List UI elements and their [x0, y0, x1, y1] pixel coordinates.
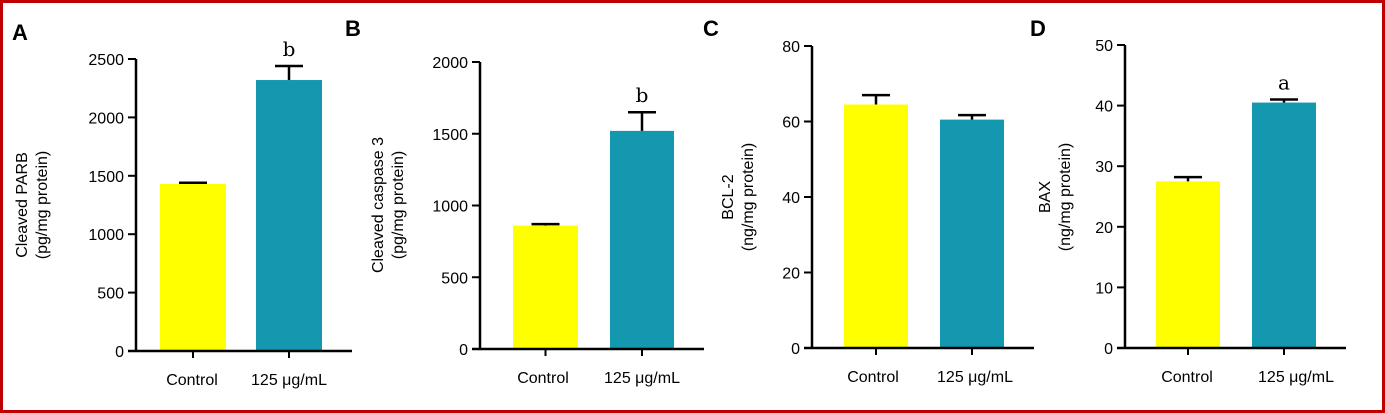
- bar-treated: [256, 80, 322, 352]
- x-tick-label: 125 μg/mL: [251, 372, 327, 389]
- x-tick-label: 125 μg/mL: [937, 369, 1013, 386]
- y-axis-label-line: (pg/mg protein): [390, 151, 407, 260]
- y-tick-label: 500: [97, 286, 124, 303]
- panel-letter-B: B: [345, 16, 361, 41]
- y-tick-label: 50: [1095, 38, 1113, 55]
- bar-treated: [1252, 102, 1316, 348]
- y-tick-label: 1000: [88, 227, 124, 244]
- y-tick-label: 0: [1104, 341, 1113, 358]
- y-axis-label-line: Cleaved caspase 3: [370, 137, 387, 273]
- y-tick-label: 500: [441, 270, 468, 287]
- significance-label: b: [636, 83, 649, 107]
- y-axis-label-line: (ng/mg protein): [1057, 143, 1074, 252]
- y-tick-label: 2000: [432, 55, 468, 72]
- bar-treated: [610, 130, 674, 349]
- panel-letter-C: C: [703, 16, 719, 41]
- y-axis-label-line: (pg/mg protein): [34, 151, 51, 260]
- panel-letter-D: D: [1030, 16, 1046, 41]
- y-tick-label: 0: [791, 341, 800, 358]
- bar-control: [160, 183, 226, 351]
- y-axis-label-line: BAX: [1037, 181, 1054, 213]
- y-tick-label: 1000: [432, 199, 468, 216]
- bar-treated: [940, 119, 1004, 348]
- y-axis-label-line: (ng/mg protein): [740, 143, 757, 252]
- y-tick-label: 2500: [88, 52, 124, 69]
- x-tick-label: Control: [1161, 369, 1213, 386]
- significance-label: b: [283, 37, 296, 61]
- y-tick-label: 2000: [88, 110, 124, 127]
- x-tick-label: Control: [847, 369, 899, 386]
- bar-control: [513, 225, 578, 349]
- bar-control: [844, 104, 908, 348]
- x-tick-label: 125 μg/mL: [1258, 369, 1334, 386]
- y-tick-label: 1500: [88, 169, 124, 186]
- x-tick-label: Control: [517, 370, 569, 387]
- x-tick-label: Control: [166, 372, 218, 389]
- x-tick-label: 125 μg/mL: [604, 370, 680, 387]
- y-tick-label: 60: [782, 115, 800, 132]
- y-tick-label: 40: [1095, 99, 1113, 116]
- y-tick-label: 1500: [432, 127, 468, 144]
- y-axis-label-line: BCL-2: [720, 174, 737, 219]
- y-tick-label: 30: [1095, 159, 1113, 176]
- y-tick-label: 80: [782, 39, 800, 56]
- y-tick-label: 0: [115, 344, 124, 361]
- y-tick-label: 20: [1095, 220, 1113, 237]
- significance-label: a: [1278, 71, 1290, 95]
- y-tick-label: 10: [1095, 280, 1113, 297]
- y-axis-label-line: Cleaved PARB: [14, 152, 31, 258]
- panel-letter-A: A: [12, 20, 28, 45]
- y-tick-label: 0: [459, 342, 468, 359]
- bar-control: [1156, 181, 1220, 348]
- y-tick-label: 40: [782, 190, 800, 207]
- y-tick-label: 20: [782, 266, 800, 283]
